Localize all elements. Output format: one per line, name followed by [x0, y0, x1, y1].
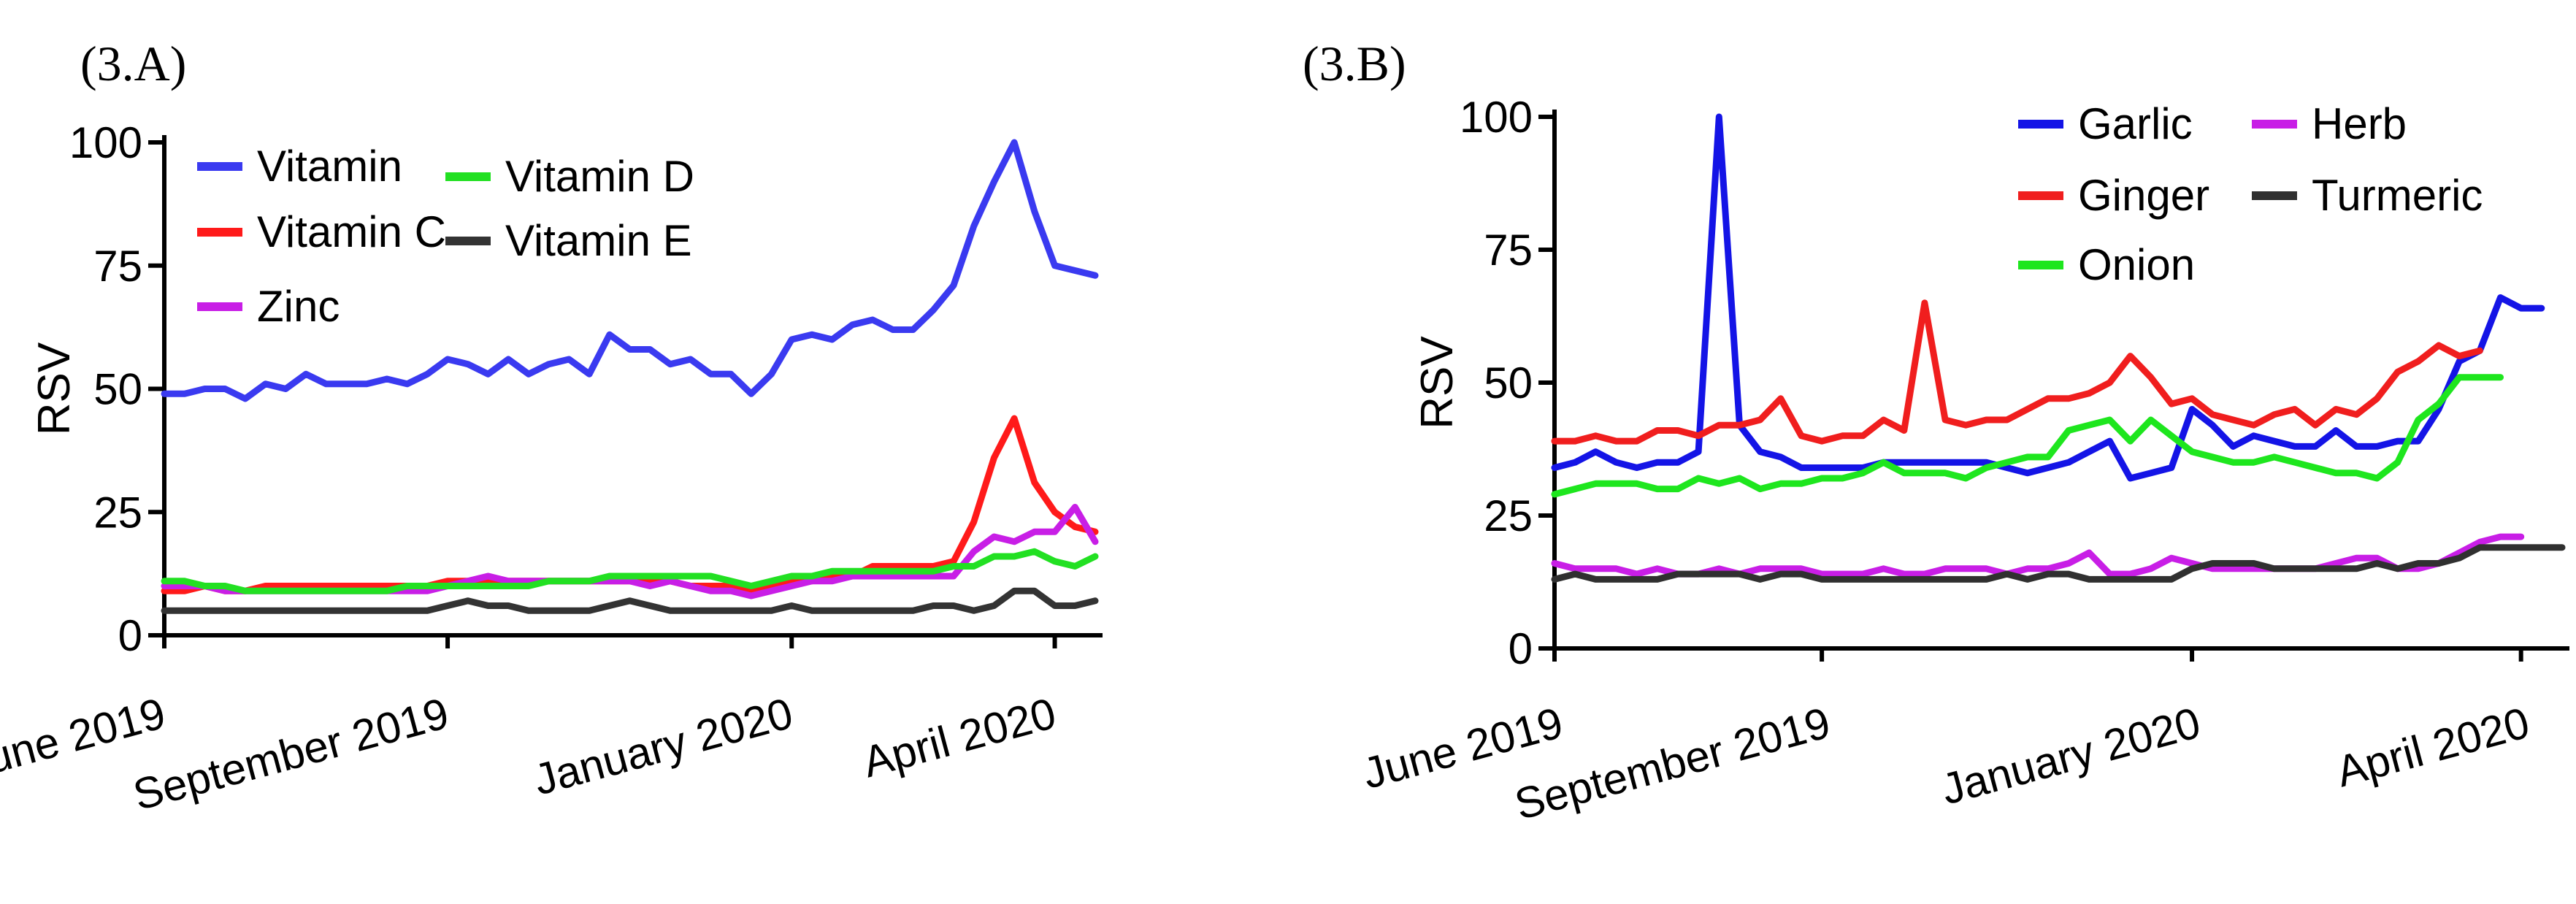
series-line-vitamin: [161, 139, 1099, 402]
x-tick-label: April 2020: [2331, 698, 2534, 797]
y-tick-label: 25: [1484, 491, 1533, 540]
series-line-turmeric: [1551, 544, 2566, 583]
y-tick-label: 0: [1509, 624, 1533, 673]
legend-label: Herb: [2312, 99, 2407, 148]
series-line-vitamin-e: [161, 587, 1099, 614]
series-line-herb: [1551, 533, 2525, 578]
x-tick-label: September 2019: [129, 689, 454, 820]
legend-item-vitamin-d: Vitamin D: [445, 152, 694, 201]
x-tick-label: April 2020: [858, 689, 1061, 787]
y-axis-title: RSV: [29, 342, 80, 435]
legend-item-turmeric: Turmeric: [2252, 171, 2483, 220]
series-line-garlic: [1551, 113, 2545, 482]
legend-label: Turmeric: [2312, 171, 2483, 220]
x-tick-label: January 2020: [1936, 698, 2206, 814]
legend-item-ginger: Ginger: [2018, 171, 2209, 220]
x-tick-label: January 2020: [529, 689, 798, 805]
legend-item-vitamin-c: Vitamin C: [197, 207, 446, 256]
legend-label: Onion: [2078, 240, 2195, 289]
series-line-onion: [1551, 374, 2504, 498]
y-axis-title: RSV: [1412, 336, 1463, 429]
legend-label: Vitamin: [257, 142, 402, 191]
legend-item-garlic: Garlic: [2018, 99, 2193, 148]
series-line-ginger: [1551, 299, 2483, 445]
y-tick-label: 75: [1484, 226, 1533, 275]
y-tick-label: 100: [1460, 93, 1533, 142]
y-tick-label: 0: [118, 611, 142, 660]
legend-item-vitamin: Vitamin: [197, 142, 402, 191]
legend-label: Vitamin D: [505, 152, 694, 201]
legend-label: Ginger: [2078, 171, 2209, 220]
series-line-vitamin-d: [161, 548, 1099, 594]
y-tick-label: 50: [1484, 359, 1533, 407]
y-tick-label: 25: [93, 488, 142, 537]
panel-label: (3.A): [80, 36, 186, 91]
legend-item-herb: Herb: [2252, 99, 2407, 148]
y-tick-label: 50: [93, 365, 142, 414]
legend-label: Garlic: [2078, 99, 2193, 148]
legend-label: Vitamin E: [505, 216, 692, 265]
legend-label: Vitamin C: [257, 207, 446, 256]
y-tick-label: 100: [69, 118, 142, 167]
legend-item-zinc: Zinc: [197, 282, 340, 331]
legend-item-onion: Onion: [2018, 240, 2195, 289]
legend-label: Zinc: [257, 282, 340, 331]
legend-item-vitamin-e: Vitamin E: [445, 216, 692, 265]
y-tick-label: 75: [93, 242, 142, 291]
panel-label: (3.B): [1303, 36, 1406, 91]
